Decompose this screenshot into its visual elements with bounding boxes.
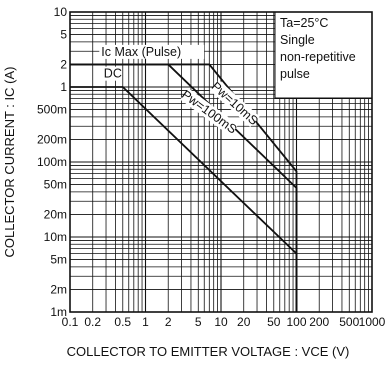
x-tick-label-12: 1000 xyxy=(359,315,386,329)
y-tick-label-4: 500m xyxy=(37,103,67,117)
x-tick-label-0: 0.1 xyxy=(62,315,79,329)
y-tick-label-10: 5m xyxy=(50,253,67,267)
y-tick-label-7: 50m xyxy=(44,178,67,192)
x-tick-label-7: 20 xyxy=(237,315,251,329)
x-tick-label-8: 50 xyxy=(267,315,281,329)
x-tick-label-2: 0.5 xyxy=(114,315,131,329)
x-tick-labels: 0.1 0.2 0.5 1 2 5 10 20 50 100 200 500 1000 xyxy=(62,315,386,329)
note-line-3: pulse xyxy=(280,67,310,81)
legend-note: Ta=25°C Single non-repetitive pulse xyxy=(280,16,356,81)
y-tick-label-8: 20m xyxy=(44,207,67,221)
annotation-icmax: Ic Max (Pulse) xyxy=(99,44,205,59)
y-tick-label-1: 5 xyxy=(60,28,67,42)
y-tick-labels: 10 5 2 1 500m 200m 100m 50m 20m 10m 5m 2m 1m xyxy=(37,5,67,319)
y-tick-label-2: 2 xyxy=(60,57,67,71)
x-tick-label-3: 1 xyxy=(142,315,149,329)
x-tick-label-1: 0.2 xyxy=(84,315,101,329)
note-line-1: Single xyxy=(280,33,315,47)
annotation-dc: DC xyxy=(101,66,122,81)
note-line-0: Ta=25°C xyxy=(280,16,328,30)
y-tick-label-6: 100m xyxy=(37,155,67,169)
x-tick-label-4: 2 xyxy=(165,315,172,329)
legend-note-box xyxy=(274,11,373,99)
x-axis-title: COLLECTOR TO EMITTER VOLTAGE : VCE (V) xyxy=(67,344,350,359)
annotation-text-dc: DC xyxy=(104,67,122,81)
y-tick-label-11: 2m xyxy=(50,282,67,296)
annotation-bg-pw10 xyxy=(209,80,260,127)
y-tick-label-12: 1m xyxy=(50,305,67,319)
plot-frame xyxy=(69,11,373,313)
annotation-text-icmax: Ic Max (Pulse) xyxy=(101,45,181,59)
annotation-bg-dc xyxy=(101,66,121,81)
x-tick-label-6: 10 xyxy=(214,315,228,329)
annotation-bg-pw100 xyxy=(180,88,239,136)
x-tick-label-10: 200 xyxy=(309,315,329,329)
note-line-2: non-repetitive xyxy=(280,50,356,64)
series-line-dc xyxy=(70,86,298,312)
x-tick-label-5: 5 xyxy=(195,315,202,329)
y-tick-label-5: 200m xyxy=(37,132,67,146)
y-tick-label-3: 1 xyxy=(60,80,67,94)
y-axis-title: COLLECTOR CURRENT : IC (A) xyxy=(2,67,17,258)
grid xyxy=(70,12,372,312)
x-tick-label-11: 500 xyxy=(339,315,359,329)
plot-border xyxy=(69,11,373,313)
y-tick-label-0: 10 xyxy=(54,5,68,19)
x-tick-label-9: 100 xyxy=(286,315,306,329)
annotation-bg-icmax xyxy=(99,44,205,59)
y-tick-label-9: 10m xyxy=(44,230,67,244)
